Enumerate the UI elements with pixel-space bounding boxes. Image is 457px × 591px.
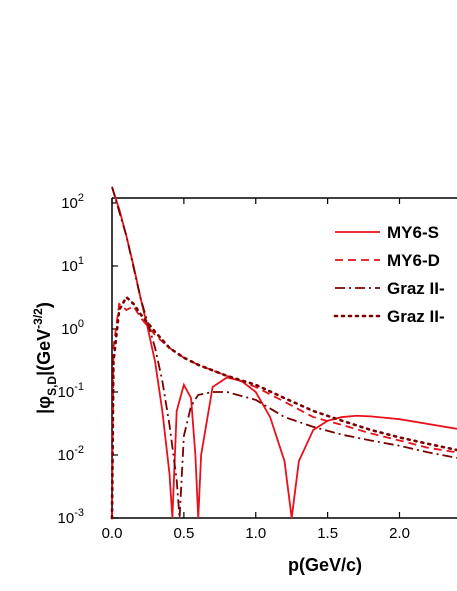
y-label-part: |(GeV bbox=[34, 329, 54, 376]
y-tick-base: 10 bbox=[61, 321, 78, 338]
y-tick-base: 10 bbox=[61, 195, 78, 212]
y-label-part: ) bbox=[34, 302, 54, 308]
y-tick-base: 10 bbox=[58, 510, 75, 527]
y-tick-label: 10-1 bbox=[58, 381, 84, 401]
series-line bbox=[110, 295, 457, 520]
legend-label: Graz II- bbox=[387, 307, 445, 326]
series-line bbox=[111, 186, 457, 519]
y-tick-label: 102 bbox=[61, 192, 84, 212]
y-tick-exponent: -1 bbox=[74, 381, 84, 393]
y-tick-exponent: -2 bbox=[74, 444, 84, 456]
y-tick-base: 10 bbox=[58, 447, 75, 464]
x-tick-label: 2.0 bbox=[389, 525, 410, 542]
y-tick-base: 10 bbox=[58, 384, 75, 401]
legend-label: MY6-D bbox=[387, 251, 440, 270]
y-tick-exponent: -3 bbox=[74, 507, 84, 519]
series-line bbox=[111, 302, 457, 519]
x-tick-label: 1.0 bbox=[245, 525, 266, 542]
y-tick-label: 10-2 bbox=[58, 444, 84, 464]
series-line bbox=[111, 186, 457, 519]
x-tick-label: 1.5 bbox=[317, 525, 338, 542]
y-tick-label: 101 bbox=[61, 255, 84, 275]
y-label-part: |φ bbox=[34, 396, 54, 414]
y-tick-base: 10 bbox=[61, 258, 78, 275]
y-axis-label: |φS,D|(GeV-3/2) bbox=[31, 302, 59, 414]
x-tick-label: 0.0 bbox=[102, 525, 123, 542]
legend-label: Graz II- bbox=[387, 279, 445, 298]
x-tick-label: 0.5 bbox=[173, 525, 194, 542]
y-tick-exponent: 2 bbox=[78, 192, 84, 204]
y-tick-exponent: 1 bbox=[78, 255, 84, 267]
y-label-sup: -3/2 bbox=[31, 308, 45, 329]
y-tick-label: 10-3 bbox=[58, 507, 84, 527]
legend-label: MY6-S bbox=[387, 223, 439, 242]
y-tick-label: 100 bbox=[61, 318, 84, 338]
y-tick-exponent: 0 bbox=[78, 318, 84, 330]
y-label-sub: S,D bbox=[45, 376, 59, 396]
x-axis-label: p(GeV/c) bbox=[288, 555, 362, 575]
